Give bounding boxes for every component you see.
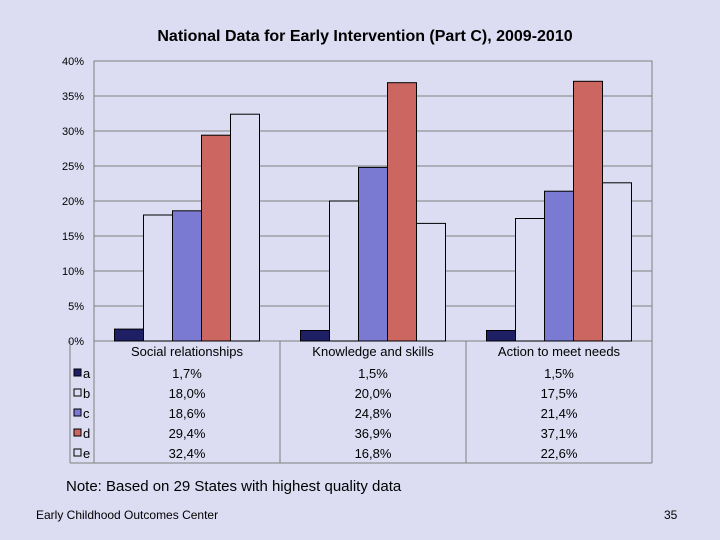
data-table-value: 16,8%: [355, 446, 392, 461]
bar-e-1: [230, 113, 260, 342]
chart-note: Note: Based on 29 States with highest qu…: [66, 478, 402, 495]
bar-b-3: [515, 218, 545, 342]
x-category-label: Social relationships: [131, 344, 244, 359]
bar-c-1: [172, 210, 202, 342]
legend-label-c: c: [83, 406, 90, 421]
legend-label-a: a: [83, 366, 91, 381]
data-table-value: 20,0%: [355, 386, 392, 401]
legend-key-d: [73, 428, 82, 437]
y-tick-label: 40%: [62, 56, 84, 68]
y-tick-label: 35%: [62, 91, 84, 103]
data-table-value: 22,6%: [541, 446, 578, 461]
bar-e-2: [416, 222, 446, 342]
legend-key-e: [73, 448, 82, 457]
bar-c-3: [544, 190, 574, 342]
data-table-value: 17,5%: [541, 386, 578, 401]
y-tick-label: 0%: [68, 336, 84, 348]
data-table-value: 24,8%: [355, 406, 392, 421]
x-category-label: Knowledge and skills: [312, 344, 434, 359]
legend-label-b: b: [83, 386, 90, 401]
data-table-value: 1,7%: [172, 366, 202, 381]
bar-a-2: [300, 330, 330, 342]
data-table-value: 18,6%: [169, 406, 206, 421]
data-table-value: 37,1%: [541, 426, 578, 441]
bar-d-3: [573, 80, 603, 342]
data-table-value: 21,4%: [541, 406, 578, 421]
legend-key-c: [73, 408, 82, 417]
x-category-label: Action to meet needs: [498, 344, 621, 359]
data-table-value: 36,9%: [355, 426, 392, 441]
data-table-value: 1,5%: [544, 366, 574, 381]
legend-key-b: [73, 388, 82, 397]
data-table-value: 32,4%: [169, 446, 206, 461]
bar-b-2: [329, 200, 359, 342]
bar-b-1: [143, 214, 173, 342]
chart-title: National Data for Early Intervention (Pa…: [157, 28, 573, 45]
page-number: 35: [664, 508, 678, 522]
bar-c-2: [358, 166, 388, 342]
bar-d-2: [387, 82, 417, 342]
legend-label-e: e: [83, 446, 90, 461]
bar-a-1: [114, 328, 144, 342]
data-table-value: 1,5%: [358, 366, 388, 381]
y-tick-label: 10%: [62, 266, 84, 278]
y-tick-label: 20%: [62, 196, 84, 208]
bar-a-3: [486, 330, 516, 342]
y-tick-label: 25%: [62, 161, 84, 173]
bar-e-3: [602, 182, 632, 342]
y-tick-label: 30%: [62, 126, 84, 138]
data-table-value: 18,0%: [169, 386, 206, 401]
y-tick-label: 5%: [68, 301, 84, 313]
y-tick-label: 15%: [62, 231, 84, 243]
footer-org-name: Early Childhood Outcomes Center: [36, 508, 219, 522]
legend-key-a: [73, 368, 82, 377]
legend-label-d: d: [83, 426, 90, 441]
data-table-value: 29,4%: [169, 426, 206, 441]
bar-d-1: [201, 134, 231, 342]
